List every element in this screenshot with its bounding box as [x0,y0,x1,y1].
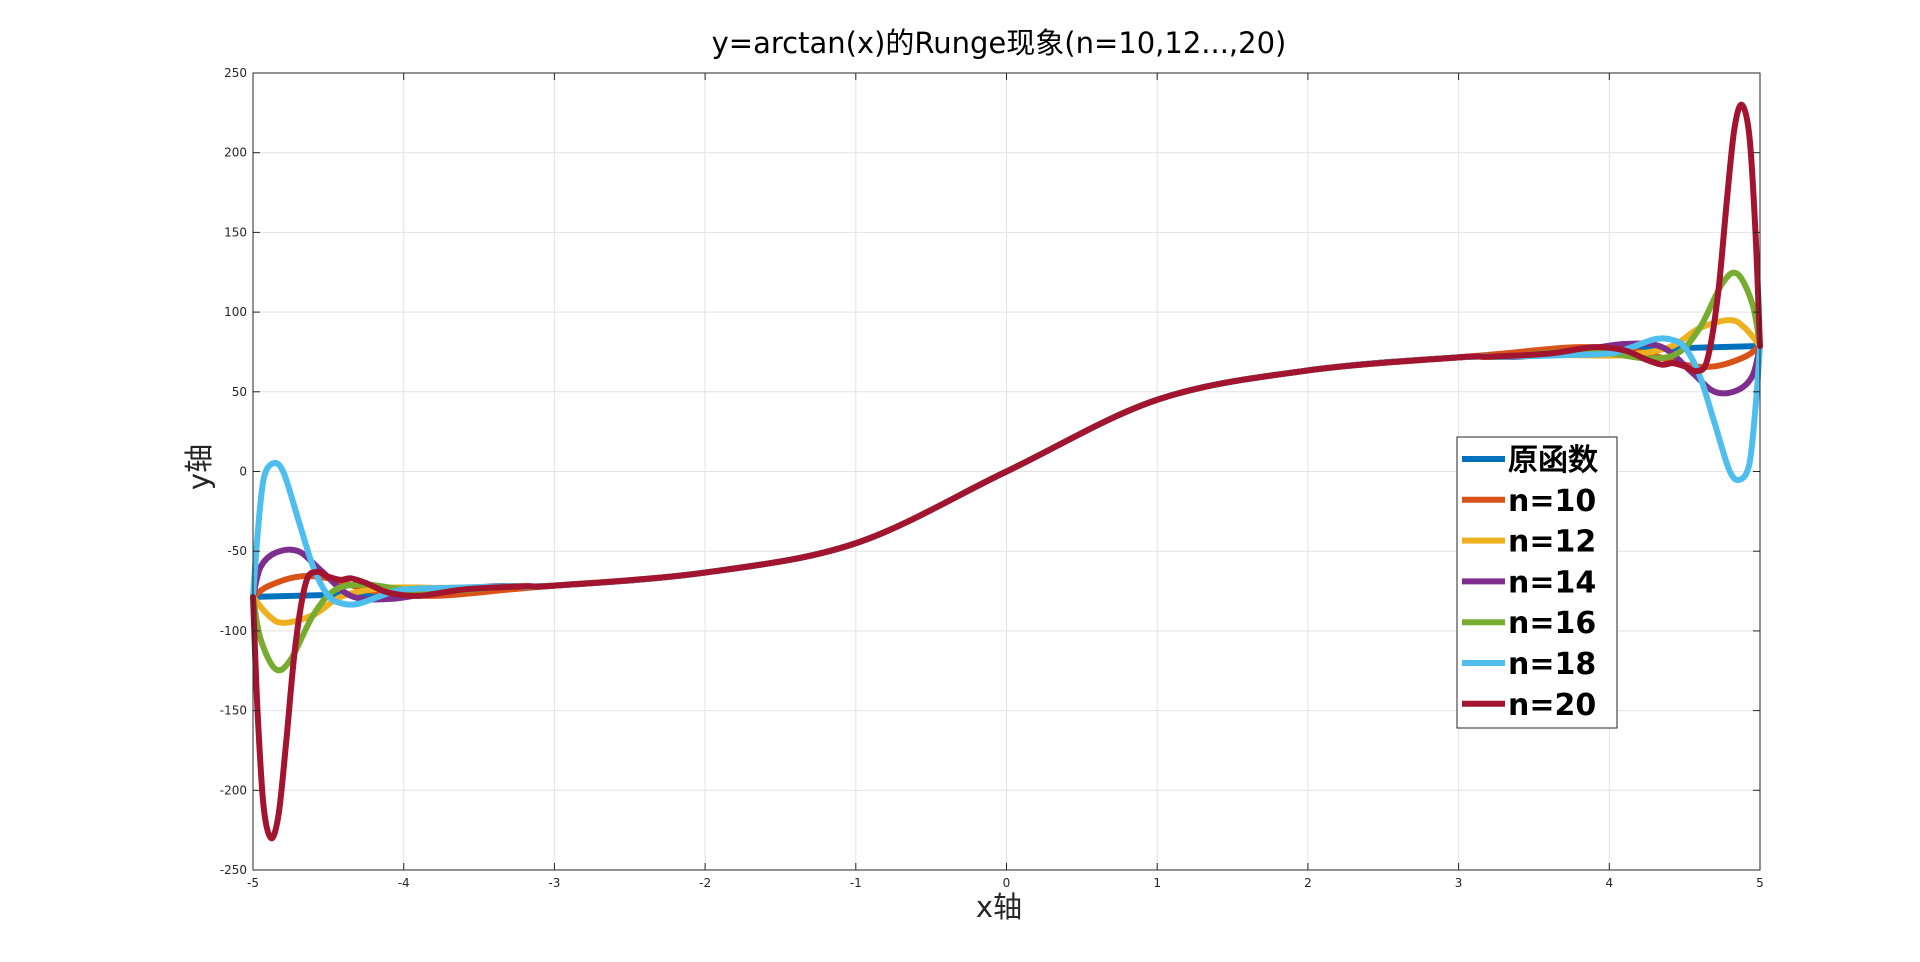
legend-label: 原函数 [1508,443,1599,478]
x-axis-label: x轴 [976,890,1022,924]
x-tick-label: -4 [398,876,410,890]
x-tick-label: -2 [699,876,711,890]
y-tick-label: 50 [232,385,247,399]
y-tick-label: 100 [224,305,247,319]
y-tick-label: 200 [224,146,247,160]
legend-label: n=14 [1508,565,1596,600]
x-tick-label: 0 [1003,876,1011,890]
x-tick-label: 3 [1455,876,1463,890]
chart-title: y=arctan(x)的Runge现象(n=10,12...,20) [712,26,1287,60]
y-tick-label: -150 [220,704,247,718]
y-tick-label: -200 [220,783,247,797]
y-tick-label: 250 [224,66,247,80]
y-tick-label: 0 [239,465,247,479]
y-axis-label: y轴 [182,444,216,490]
legend-label: n=20 [1508,688,1596,723]
legend-label: n=16 [1508,606,1596,641]
x-tick-label: 4 [1605,876,1613,890]
series-line-n-20 [250,101,1763,842]
y-tick-label: -50 [227,544,247,558]
y-tick-label: -100 [220,624,247,638]
x-tick-label: 1 [1153,876,1161,890]
x-tick-label: 5 [1756,876,1764,890]
axis-ticks: -5 -4 -3 -2 -1 0 1 2 3 4 5 -250 -200 -150 -100 -50 0 50 10… [220,66,1764,890]
x-tick-label: -3 [548,876,560,890]
y-tick-label: -250 [220,863,247,877]
y-tick-label: 150 [224,225,247,239]
legend-label: n=10 [1508,484,1596,519]
plot-series [250,101,1763,842]
legend-label: n=12 [1508,525,1596,560]
legend: 原函数 n=10 n=12 n=14 n=16 n=18 n=20 [1456,436,1618,729]
x-tick-label: -5 [247,876,259,890]
x-tick-label: -1 [850,876,862,890]
legend-label: n=18 [1508,647,1596,682]
x-tick-label: 2 [1304,876,1312,890]
